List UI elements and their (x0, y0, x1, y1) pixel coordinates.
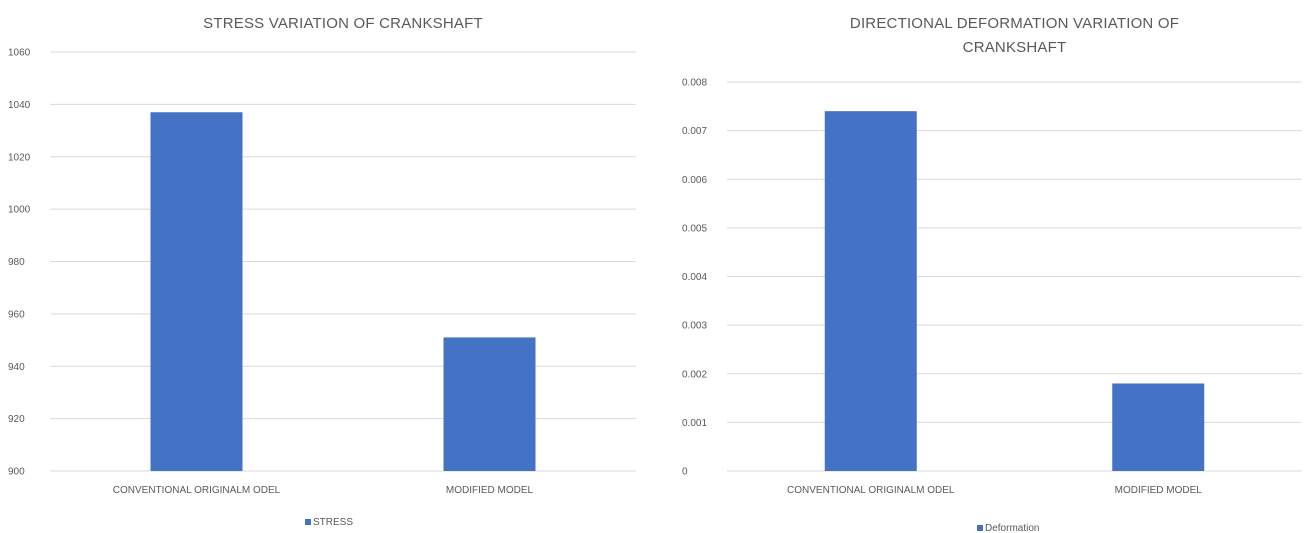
y-tick-label: 0 (682, 467, 688, 478)
stress-chart: STRESS VARIATION OF CRANKSHAFT 900 920 940 9… (8, 15, 636, 528)
bar-conventional (824, 111, 917, 472)
bars (150, 112, 536, 471)
x-category-label: CONVENTIONAL ORIGINALM ODEL (113, 485, 281, 496)
y-tick-label: 0.001 (682, 418, 707, 429)
y-tick-label: 900 (8, 467, 25, 478)
legend: Deformation (977, 523, 1039, 533)
bar-modified (443, 337, 536, 471)
y-tick-label: 1040 (8, 100, 31, 111)
y-tick-label: 0.005 (682, 223, 707, 234)
legend-label: STRESS (313, 517, 353, 528)
x-category-label: MODIFIED MODEL (446, 485, 534, 496)
legend-swatch (977, 525, 983, 531)
y-tick-label: 0.003 (682, 321, 707, 332)
y-tick-label: 1020 (8, 152, 31, 163)
x-axis-categories: CONVENTIONAL ORIGINALM ODEL MODIFIED MODE… (113, 485, 534, 496)
x-category-label: CONVENTIONAL ORIGINALM ODEL (787, 485, 955, 496)
chart-title: DIRECTIONAL DEFORMATION VARIATION OF CRAN… (850, 15, 1179, 56)
y-tick-label: 920 (8, 414, 25, 425)
y-axis-ticks: 0 0.001 0.002 0.003 0.004 0.005 0.006 0.007 0.00… (682, 78, 707, 478)
y-tick-label: 980 (8, 257, 25, 268)
y-tick-label: 0.007 (682, 126, 707, 137)
stress-chart-svg: STRESS VARIATION OF CRANKSHAFT9009209409… (8, 15, 636, 528)
deformation-chart-svg: DIRECTIONAL DEFORMATION VARIATION OF CRAN… (682, 15, 1302, 533)
bars (824, 111, 1205, 472)
legend-label: Deformation (985, 523, 1039, 533)
x-category-label: MODIFIED MODEL (1115, 485, 1203, 496)
y-tick-label: 940 (8, 362, 25, 373)
legend-swatch (305, 519, 311, 525)
y-tick-label: 0.002 (682, 369, 707, 380)
legend: STRESS (305, 517, 353, 528)
bar-conventional (150, 112, 243, 471)
y-tick-label: 1060 (8, 48, 31, 59)
y-axis-ticks: 900 920 940 960 980 1000 1020 1040 1060 (8, 48, 31, 478)
gridlines (727, 81, 1302, 472)
bar-modified (1112, 383, 1205, 471)
y-tick-label: 0.008 (682, 78, 707, 89)
y-tick-label: 0.004 (682, 272, 707, 283)
y-tick-label: 1000 (8, 205, 31, 216)
y-tick-label: 0.006 (682, 175, 707, 186)
x-axis-categories: CONVENTIONAL ORIGINALM ODEL MODIFIED MODE… (787, 485, 1202, 496)
y-tick-label: 960 (8, 309, 25, 320)
gridlines (50, 51, 636, 472)
deformation-chart: DIRECTIONAL DEFORMATION VARIATION OF CRAN… (652, 0, 1304, 533)
chart-title: STRESS VARIATION OF CRANKSHAFT (203, 15, 483, 32)
